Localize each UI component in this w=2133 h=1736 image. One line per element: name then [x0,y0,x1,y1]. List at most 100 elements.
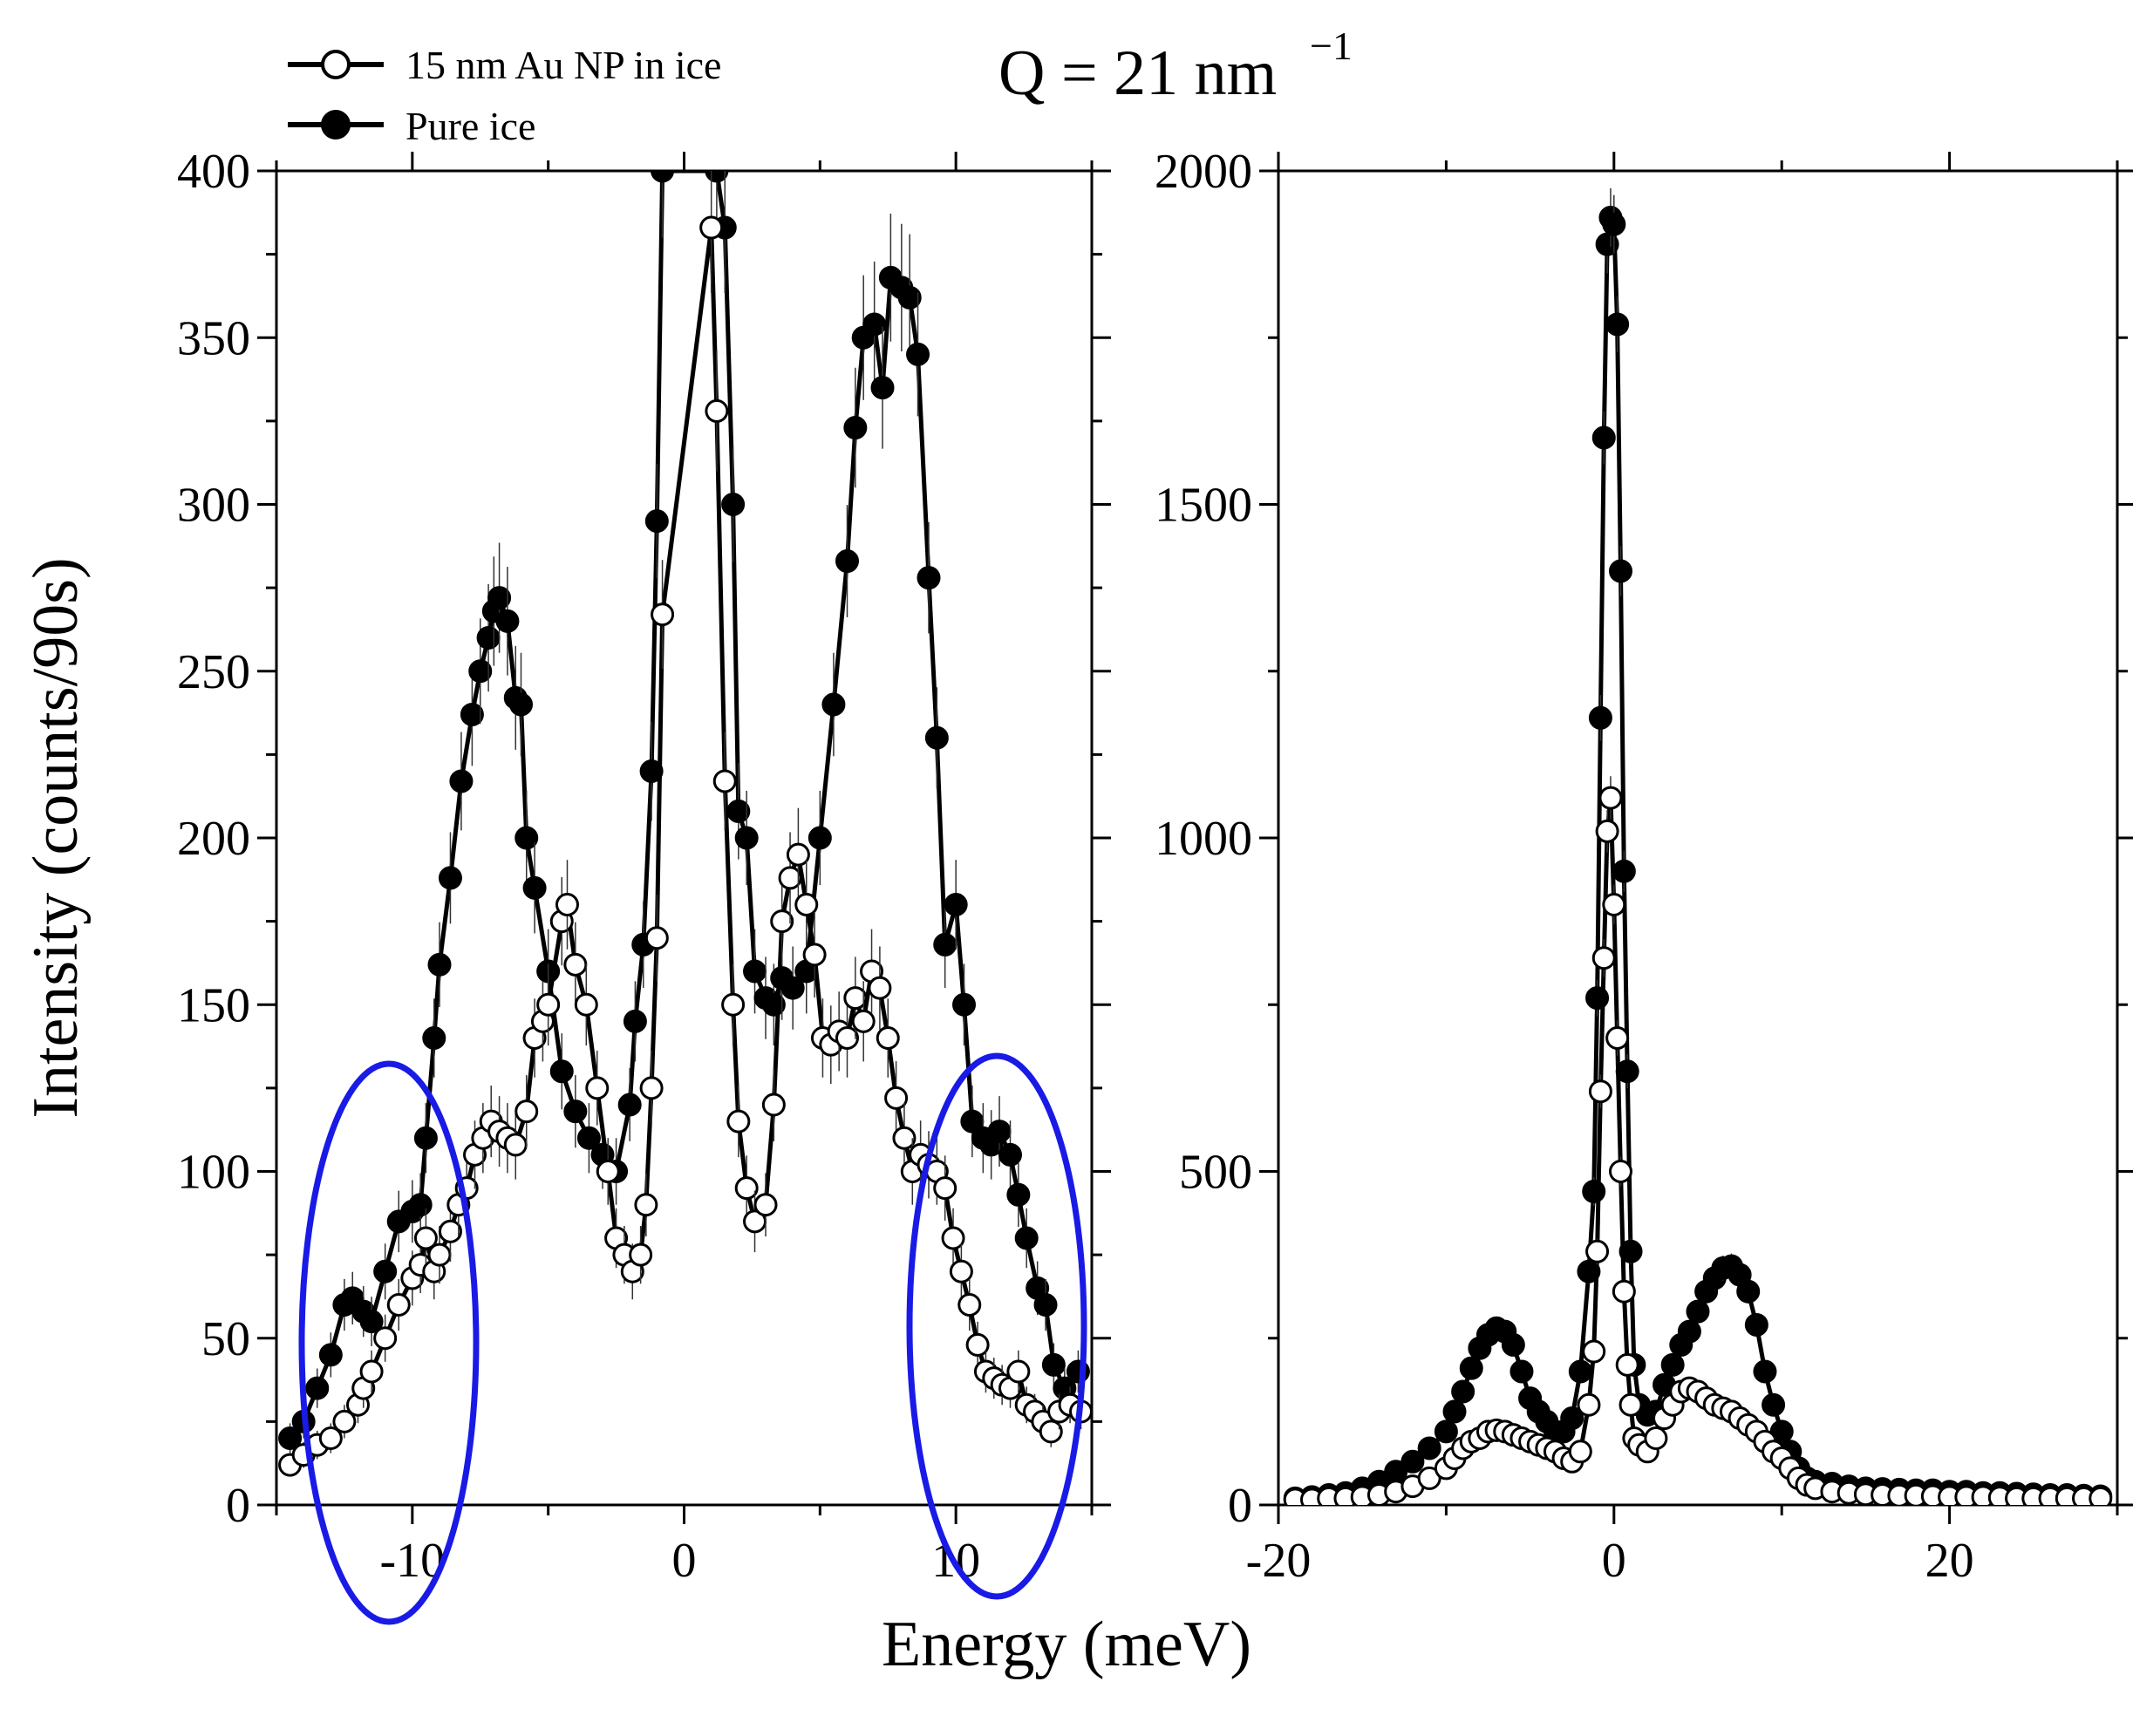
left-data-point-15-nm-au-np-in-ice [734,1176,759,1201]
right-data-point-pure-ice [1605,312,1630,337]
left-data-point-15-nm-au-np-in-ice [851,1009,876,1033]
left-data-point-pure-ice [438,866,462,890]
left-data-point-pure-ice [924,725,949,750]
right-data-point-pure-ice [1753,1359,1777,1384]
left-data-point-pure-ice [476,626,501,650]
right-data-point-pure-ice [1459,1356,1483,1380]
left-data-point-pure-ice [495,609,520,633]
left-x-tick-label: 0 [672,1534,697,1588]
left-data-point-15-nm-au-np-in-ice [786,842,810,867]
right-data-point-pure-ice [1509,1359,1534,1384]
right-data-point-pure-ice [1417,1436,1441,1460]
left-data-point-15-nm-au-np-in-ice [778,866,802,890]
right-data-point-pure-ice [1612,859,1636,883]
right-data-series [1283,187,2113,1505]
left-data-point-15-nm-au-np-in-ice [503,1133,528,1157]
left-data-point-pure-ice [1033,1293,1058,1317]
chart-title: Q = 21 nm −1 [998,24,1353,109]
left-data-point-pure-ice [617,1093,642,1117]
right-y-tick-label: 1500 [1155,479,1252,533]
left-data-point-pure-ice [705,171,729,183]
left-data-point-15-nm-au-np-in-ice [876,1026,900,1050]
left-data-point-pure-ice [408,1193,433,1217]
right-data-point-15-nm-au-np-in-ice [1585,1239,1610,1263]
left-data-point-pure-ice [808,826,832,850]
right-data-point-15-nm-au-np-in-ice [1582,1339,1606,1364]
left-data-point-pure-ice [305,1376,330,1400]
left-data-point-15-nm-au-np-in-ice [1039,1419,1063,1444]
right-y-tick-label: 2000 [1155,145,1252,199]
left-data-point-pure-ice [726,799,751,823]
right-data-point-15-nm-au-np-in-ice [1612,1279,1636,1304]
left-data-point-15-nm-au-np-in-ice [1006,1359,1031,1384]
left-data-point-pure-ice [933,932,957,957]
right-data-point-pure-ice [1501,1332,1525,1357]
left-data-point-pure-ice [422,1026,446,1050]
left-data-point-pure-ice [998,1142,1022,1167]
left-series-line-pure-ice [288,171,1080,1440]
right-data-point-15-nm-au-np-in-ice [1605,1026,1630,1050]
right-data-point-pure-ice [1588,705,1612,730]
legend-label-nanoparticle: 15 nm Au NP in ice [405,43,721,87]
right-x-tick-label: 20 [1925,1534,1974,1588]
right-data-point-15-nm-au-np-in-ice [1644,1426,1668,1450]
left-data-point-pure-ice [734,826,759,850]
legend-marker-open-circle [321,50,351,79]
left-data-point-15-nm-au-np-in-ice [332,1409,357,1433]
left-data-point-15-nm-au-np-in-ice [536,992,561,1017]
right-data-point-15-nm-au-np-in-ice [1615,1352,1639,1377]
legend-label-pure-ice: Pure ice [405,104,535,148]
right-x-tick-label: -20 [1246,1534,1312,1588]
left-data-point-pure-ice [743,959,767,984]
left-y-tick-label: 350 [177,311,250,365]
left-data-point-15-nm-au-np-in-ice [359,1359,384,1384]
left-data-point-pure-ice [427,952,452,977]
left-y-tick-label: 250 [177,645,250,699]
right-data-point-15-nm-au-np-in-ice [1618,1392,1643,1417]
left-data-point-pure-ice [487,586,512,610]
left-data-point-pure-ice [623,1009,647,1033]
left-data-point-pure-ice [515,826,539,850]
left-data-point-15-nm-au-np-in-ice [933,1176,957,1201]
left-y-tick-label: 150 [177,978,250,1032]
left-data-point-15-nm-au-np-in-ice [644,926,669,950]
right-y-tick-label: 500 [1179,1146,1252,1200]
left-data-point-15-nm-au-np-in-ice [965,1332,990,1357]
left-data-point-15-nm-au-np-in-ice [563,952,588,977]
left-data-point-15-nm-au-np-in-ice [651,602,675,627]
left-data-point-15-nm-au-np-in-ice [726,1109,751,1134]
left-data-point-pure-ice [563,1099,588,1124]
left-data-point-15-nm-au-np-in-ice [585,1076,610,1100]
left-data-point-15-nm-au-np-in-ice [318,1426,343,1450]
left-data-point-pure-ice [359,1310,384,1334]
right-data-point-pure-ice [1442,1399,1467,1424]
left-y-tick-label: 100 [177,1146,250,1200]
title-main: Q = 21 nm [998,37,1277,109]
left-data-point-pure-ice [862,312,887,337]
left-data-point-15-nm-au-np-in-ice [515,1099,539,1124]
left-data-point-pure-ice [509,692,533,717]
left-data-point-15-nm-au-np-in-ice [413,1226,438,1250]
right-data-point-15-nm-au-np-in-ice [1577,1392,1601,1417]
left-data-point-pure-ice [278,1426,303,1450]
left-data-point-pure-ice [639,759,664,783]
left-data-point-pure-ice [373,1259,398,1283]
left-data-point-pure-ice [413,1126,438,1150]
right-y-tick-label: 0 [1228,1479,1252,1533]
right-data-point-pure-ice [1568,1359,1592,1384]
left-data-point-pure-ice [1006,1182,1031,1207]
left-data-point-pure-ice [1014,1226,1039,1250]
right-data-point-15-nm-au-np-in-ice [1568,1440,1592,1464]
right-data-point-pure-ice [1400,1449,1425,1474]
legend: 15 nm Au NP in ice Pure ice [288,43,721,148]
left-y-tick-label: 300 [177,479,250,533]
left-y-tick-label: 400 [177,145,250,199]
left-data-point-15-nm-au-np-in-ice [868,976,892,1000]
x-axis-title: Energy (meV) [882,1609,1251,1680]
left-data-point-15-nm-au-np-in-ice [835,1026,859,1050]
left-data-point-15-nm-au-np-in-ice [712,769,737,793]
